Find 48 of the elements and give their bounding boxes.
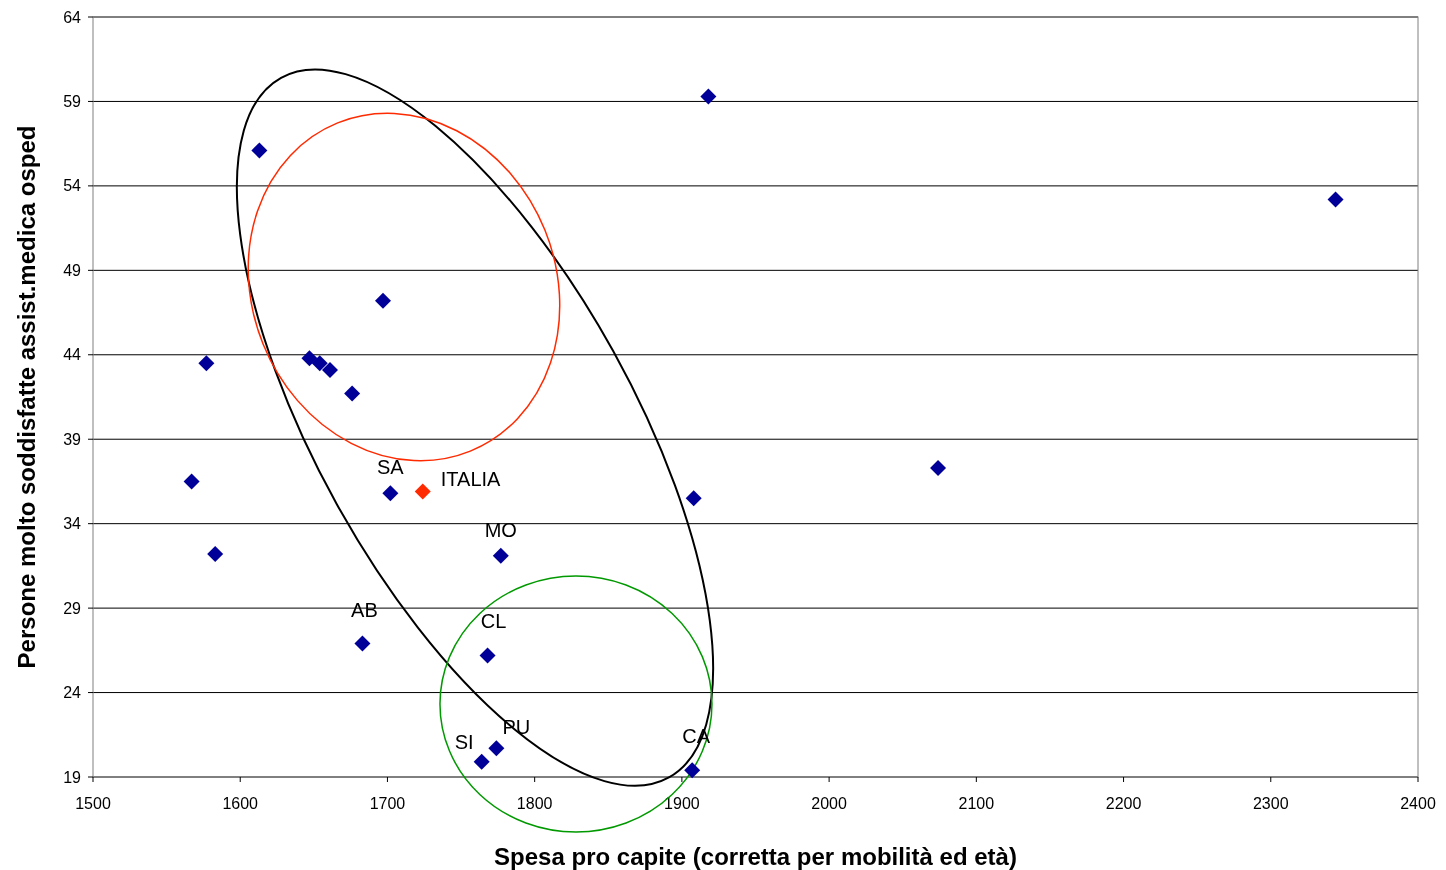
- point: [198, 355, 215, 372]
- y-tick-label: 39: [63, 430, 82, 448]
- point: [183, 473, 200, 490]
- point: [322, 361, 339, 378]
- annotation: SA: [377, 456, 405, 479]
- annotation: MO: [484, 518, 517, 541]
- x-tick-label: 2100: [958, 795, 995, 812]
- x-tick-label: 2300: [1252, 795, 1289, 812]
- point: [473, 753, 490, 770]
- point: [492, 547, 509, 564]
- x-tick-label: 1700: [369, 795, 406, 812]
- y-tick-label: 24: [63, 684, 82, 702]
- x-tick-label: 1600: [222, 795, 259, 812]
- x-tick-label: 2200: [1105, 795, 1142, 812]
- y-tick-label: 34: [63, 515, 82, 533]
- y-tick-label: 44: [63, 346, 82, 364]
- x-tick-label: 2000: [811, 795, 848, 812]
- y-tick-label: 19: [63, 768, 82, 786]
- point: [375, 292, 392, 309]
- x-axis-title: Spesa pro capite (corretta per mobilità ed età): [494, 843, 1017, 870]
- point: [685, 490, 702, 507]
- point: [488, 740, 505, 757]
- point: [684, 762, 701, 779]
- x-tick-label: 1500: [75, 795, 111, 812]
- point: [354, 635, 371, 652]
- x-tick-label: 1900: [664, 795, 700, 812]
- point: [700, 88, 717, 105]
- point: [382, 485, 399, 502]
- point: [414, 483, 431, 500]
- point: [311, 355, 328, 372]
- point: [207, 546, 224, 563]
- point: [251, 142, 268, 159]
- point: [1327, 191, 1344, 208]
- annotation: SI: [454, 730, 474, 753]
- y-tick-label: 29: [63, 599, 82, 617]
- annotation: ITALIA: [440, 467, 502, 490]
- x-tick-label: 2400: [1400, 795, 1436, 812]
- x-tick-label: 1800: [516, 795, 553, 812]
- y-tick-label: 59: [63, 93, 82, 111]
- point: [344, 385, 361, 402]
- y-tick-label: 49: [63, 261, 82, 279]
- point: [301, 350, 318, 367]
- y-tick-label: 54: [63, 177, 82, 195]
- y-axis-title: Persone molto soddisfatte assist.medica osped: [13, 125, 40, 669]
- point: [479, 647, 496, 664]
- y-tick-label: 64: [63, 8, 82, 26]
- point: [930, 459, 947, 476]
- annotation: CL: [480, 610, 507, 633]
